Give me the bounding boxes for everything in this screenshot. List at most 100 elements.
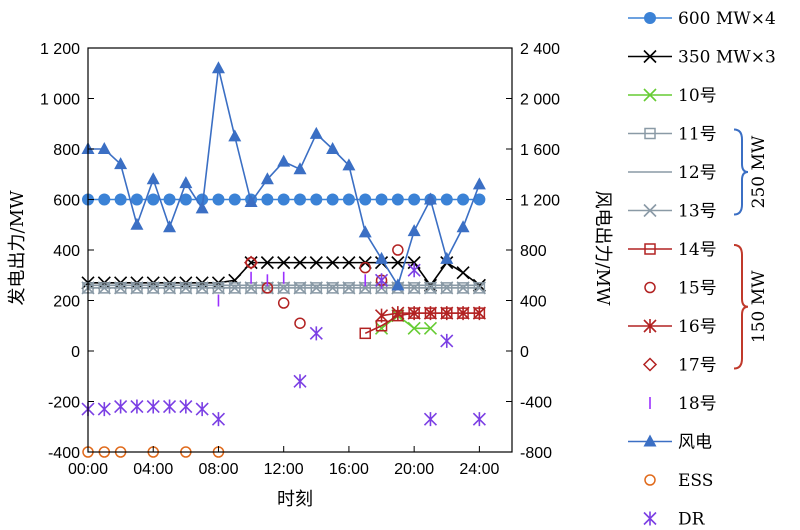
data-point [472,306,486,321]
data-point [179,399,193,414]
data-point [97,281,111,295]
legend-marker [644,474,656,486]
y-tick-left-label: 1 000 [40,92,80,109]
y-tick-right-label: 1 600 [520,142,560,159]
plot-frame [87,47,513,453]
data-point [211,281,226,295]
data-point [423,192,437,205]
data-point [212,193,225,206]
x-tick-label: 24:00 [459,461,499,478]
data-point [391,278,405,291]
legend-item: 15号 [644,279,717,299]
data-point [342,193,355,206]
x-tick-label: 16:00 [329,461,369,478]
series [81,263,486,427]
y-tick-left-label: 400 [53,243,80,260]
data-point [309,126,323,139]
legend-item: 600 MW×4 [628,9,776,29]
data-point [374,308,389,323]
data-point [277,193,290,206]
data-point [260,256,274,270]
legend: 600 MW×4 350 MW×3 10号 11号 12号 13号 14号 15号 16号 17号… [628,9,776,530]
y-axis-label-left: 发电出力/MW [7,190,28,305]
data-point [130,399,144,414]
legend-label: 16号 [678,317,717,337]
y-tick-left-label: -400 [48,445,80,462]
data-point [472,278,486,292]
x-tick-label: 04:00 [133,461,173,478]
data-point [359,327,371,340]
data-point [375,193,388,206]
legend-item: 18号 [649,394,717,414]
series [245,244,404,329]
y-tick-left-label: -200 [48,395,80,412]
y-tick-left-label: 600 [53,193,80,210]
data-point [146,281,160,295]
data-point [342,281,356,295]
data-point [358,281,372,295]
y-axis-label-right: 风电出力/MW [592,191,613,306]
data-point [228,193,241,206]
data-point [440,281,454,295]
legend-marker [643,88,657,102]
group-brace [733,128,749,216]
data-point [228,281,242,295]
legend-item: 14号 [628,240,717,260]
series [217,271,383,307]
data-point [147,193,160,206]
data-point [473,193,486,206]
data-point [472,177,486,190]
data-point [359,261,371,274]
data-point [392,244,404,256]
data-point [277,297,290,309]
data-point [146,172,160,185]
legend-label: 11号 [678,125,717,145]
data-point [440,306,454,321]
data-point [391,193,404,206]
x-axis-label: 时刻 [277,489,313,510]
data-point [423,281,438,295]
legend-label: 14号 [678,240,717,260]
legend-marker [643,203,657,218]
data-point [456,220,470,233]
group-brace [733,244,749,370]
data-point [130,193,143,206]
data-point [244,281,258,295]
data-point [162,399,177,414]
legend-item: 11号 [628,125,717,145]
y-tick-right-label: 2 000 [520,92,560,109]
data-point [130,217,144,230]
legend-marker [644,243,656,255]
data-point [358,225,372,238]
legend-item: 17号 [642,356,717,376]
data-point [277,256,291,270]
series-line [88,68,481,288]
data-point [195,402,209,417]
group-label: 150 MW [749,270,769,343]
legend-marker [643,511,657,526]
legend-marker [643,434,657,447]
data-point [244,255,259,270]
legend-marker [644,12,656,24]
x-tick-label: 12:00 [264,461,304,478]
data-point [179,176,193,189]
data-point [114,281,128,295]
data-point [309,326,323,341]
data-point [472,412,486,427]
y-tick-right-label: 800 [520,243,547,260]
data-point [260,172,274,185]
data-point [261,193,274,206]
data-point [456,266,470,280]
data-point [407,321,421,335]
y-tick-left-label: 800 [53,142,80,159]
y-tick-right-label: 2 400 [520,41,560,58]
y-tick-right-label: 1 200 [520,193,560,210]
data-point [162,281,177,295]
data-point [277,154,291,167]
y-tick-right-label: 400 [520,294,547,311]
legend-item: 350 MW×3 [628,48,776,68]
legend-item: DR [643,510,706,530]
data-point [407,224,421,237]
y-tick-left-label: 200 [53,294,80,311]
